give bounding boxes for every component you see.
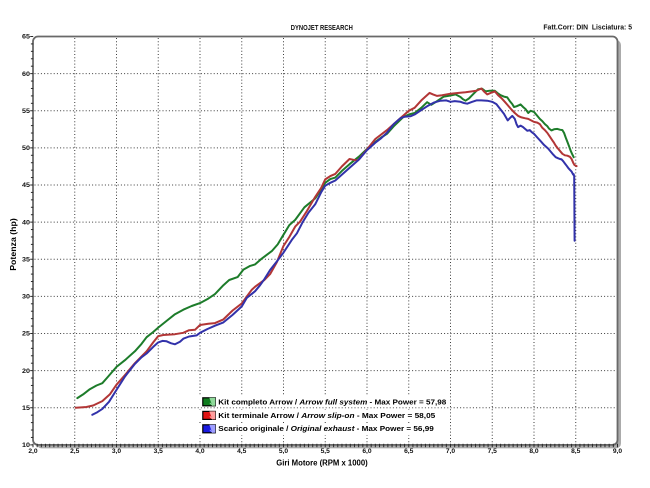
- svg-text:20: 20: [22, 369, 31, 375]
- svg-text:50: 50: [22, 146, 31, 152]
- svg-text:3,5: 3,5: [154, 448, 164, 455]
- svg-text:5,5: 5,5: [321, 448, 331, 455]
- svg-text:6,0: 6,0: [362, 448, 372, 455]
- svg-text:4,5: 4,5: [237, 448, 247, 455]
- svg-text:6,5: 6,5: [404, 448, 414, 455]
- svg-text:60: 60: [22, 72, 31, 78]
- svg-text:Kit terminale Arrow / Arrow sl: Kit terminale Arrow / Arrow slip-on - Ma…: [218, 411, 435, 420]
- svg-text:Fatt.Corr: DIN Lisciatura: 5: Fatt.Corr: DIN Lisciatura: 5: [543, 25, 632, 32]
- svg-text:65: 65: [22, 35, 31, 41]
- svg-text:DYNOJET RESEARCH: DYNOJET RESEARCH: [291, 25, 353, 32]
- svg-text:Giri Motore (RPM x 1000): Giri Motore (RPM x 1000): [276, 459, 368, 468]
- svg-text:10: 10: [22, 443, 31, 449]
- svg-text:55: 55: [22, 109, 31, 115]
- svg-text:40: 40: [22, 220, 31, 226]
- svg-text:7,0: 7,0: [446, 448, 456, 455]
- svg-text:8,5: 8,5: [571, 448, 581, 455]
- svg-text:15: 15: [22, 406, 31, 412]
- svg-text:Scarico originale / Original e: Scarico originale / Original exhaust - M…: [218, 424, 434, 433]
- svg-text:Kit completo Arrow / Arrow ful: Kit completo Arrow / Arrow full system -…: [218, 398, 446, 407]
- svg-text:35: 35: [22, 257, 31, 263]
- svg-text:2,0: 2,0: [28, 448, 38, 455]
- svg-text:8,0: 8,0: [529, 448, 539, 455]
- svg-text:3,0: 3,0: [112, 448, 122, 455]
- svg-text:4,0: 4,0: [195, 448, 205, 455]
- svg-text:25: 25: [22, 332, 31, 338]
- svg-text:7,5: 7,5: [488, 448, 498, 455]
- svg-text:9,0: 9,0: [613, 448, 623, 455]
- svg-text:30: 30: [22, 295, 31, 301]
- svg-text:2,5: 2,5: [70, 448, 80, 455]
- svg-text:5,0: 5,0: [279, 448, 289, 455]
- svg-text:Potenza (hp): Potenza (hp): [9, 218, 18, 271]
- svg-text:45: 45: [22, 183, 31, 189]
